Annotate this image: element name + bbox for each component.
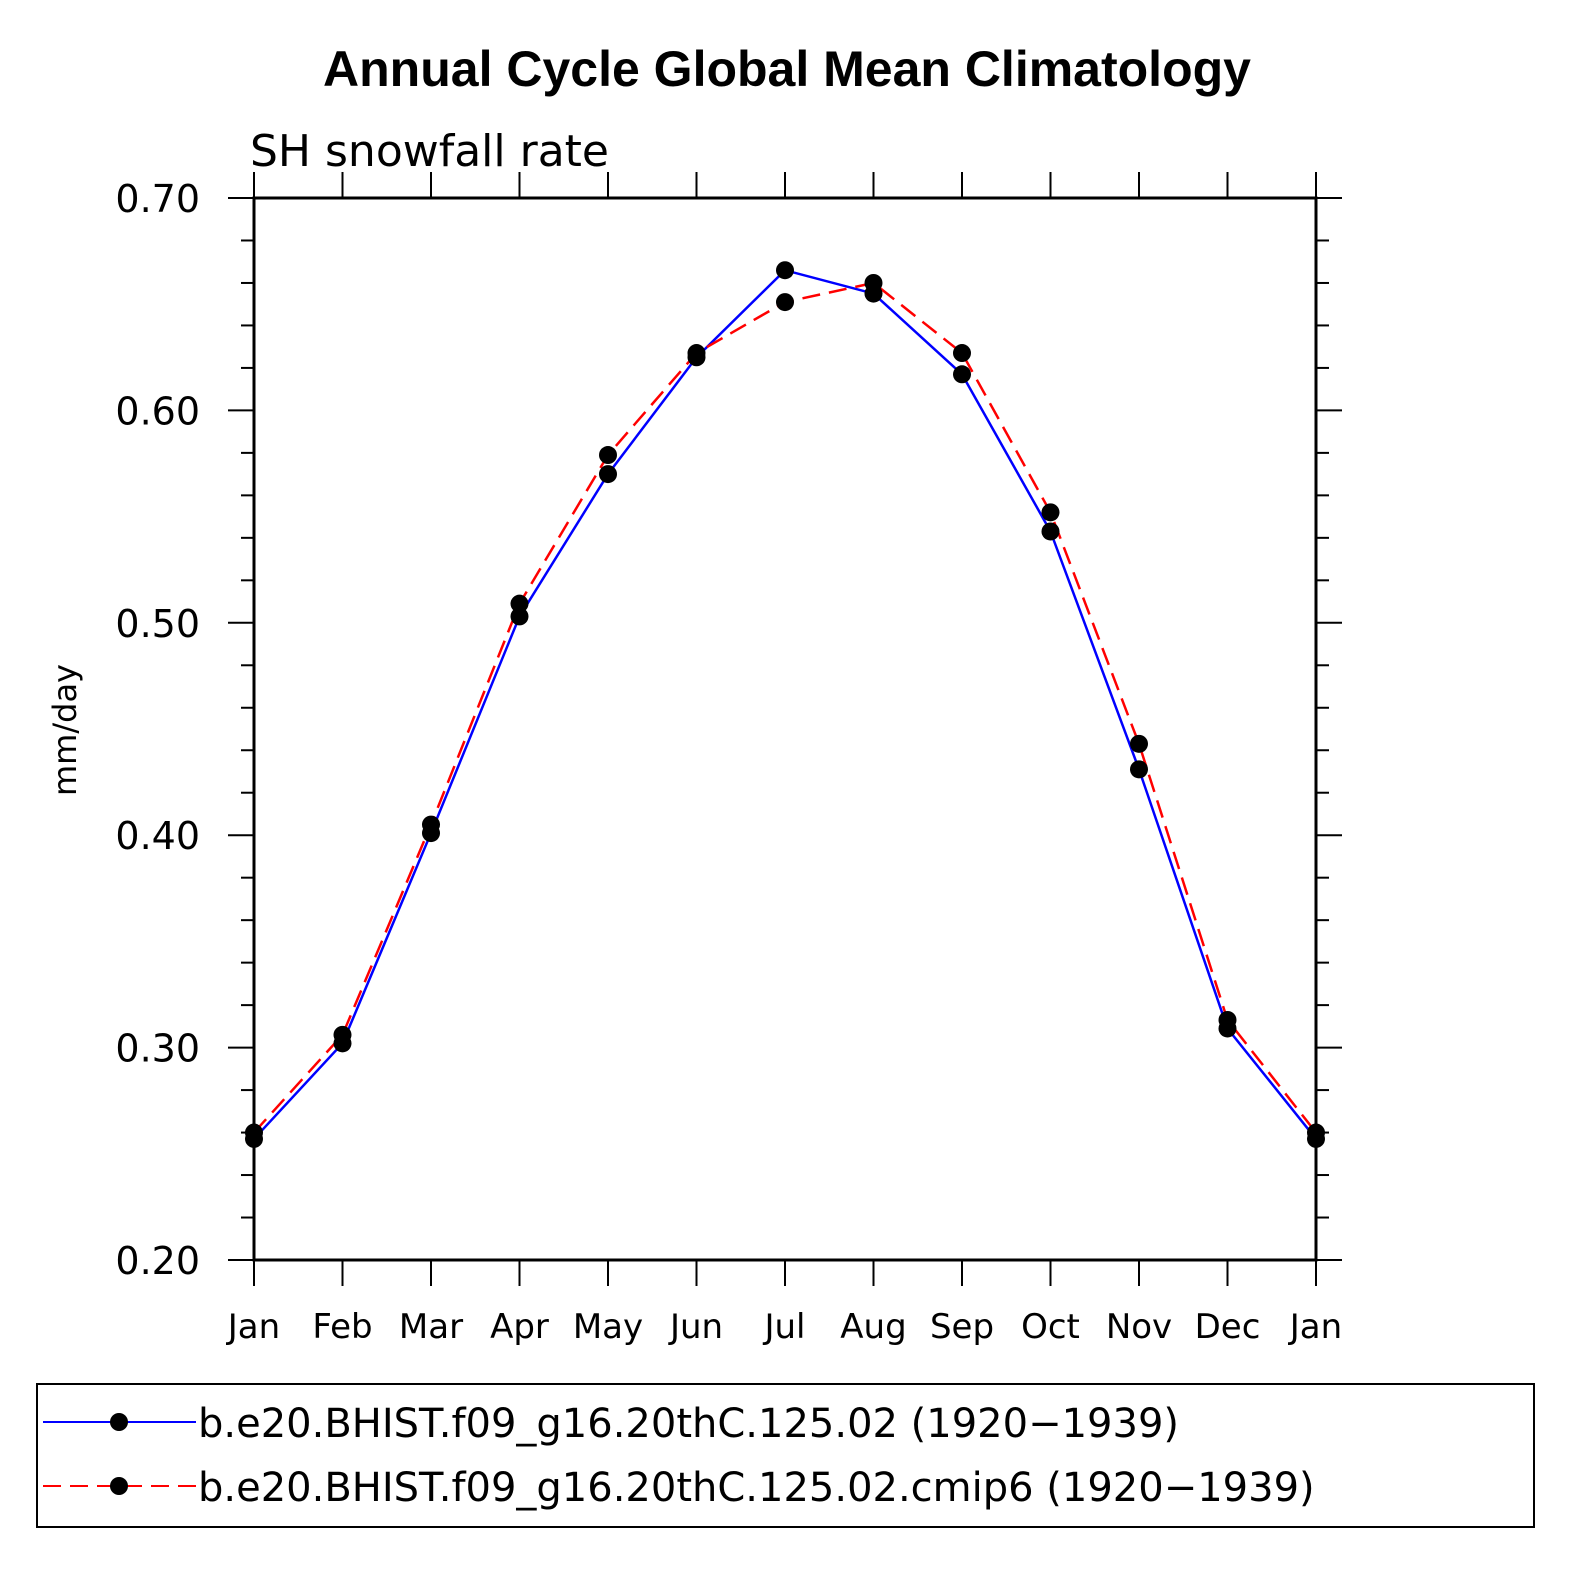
y-tick-label: 0.40 [115,814,200,858]
legend-label-series-1: b.e20.BHIST.f09_g16.20thC.125.02 (1920−1… [198,1401,1179,1447]
series-line-1 [253,268,1317,1140]
data-point-series-2 [776,293,794,312]
data-point-series-2 [1307,1123,1325,1142]
y-tick-label: 0.70 [115,177,200,221]
x-tick-label: Nov [1106,1307,1172,1347]
data-point-series-2 [333,1025,352,1044]
data-point-series-2 [1130,734,1148,753]
x-tick-label: Mar [399,1307,463,1347]
plot-frame [252,196,1318,1262]
data-point-series-2 [599,446,617,465]
x-tick-label: Oct [1021,1307,1080,1347]
series-line-2 [253,281,1317,1134]
data-point-series-1 [1130,760,1148,779]
chart-title: Annual Cycle Global Mean Climatology [323,41,1251,97]
legend-frame [36,1383,1535,1528]
data-point-series-2 [864,273,883,292]
x-tick-label: Jun [668,1307,723,1347]
x-tick-label: Sep [930,1307,994,1347]
y-tick-label: 0.50 [115,602,200,646]
x-tick-label: Apr [490,1307,549,1347]
y-tick-label: 0.20 [115,1239,200,1283]
data-point-series-1 [953,365,971,384]
x-tick-labels: Jan Feb Mar Apr May Jun Jul Aug Sep Oct Nov Dec Jan [226,1307,1342,1347]
y-tick-label: 0.60 [115,389,200,433]
y-axis-label: mm/day [46,664,84,796]
x-tick-label: Feb [312,1307,372,1347]
data-point-series-2 [687,344,706,363]
x-tick-label: Jan [226,1307,280,1347]
data-point-series-2 [1218,1010,1237,1029]
chart-subtitle: SH snowfall rate [250,126,609,177]
x-tick-label: Jan [1288,1307,1342,1347]
x-tick-label: Aug [840,1307,906,1347]
data-point-series-2 [422,815,440,834]
legend: b.e20.BHIST.f09_g16.20thC.125.02 (1920−1… [36,1383,1535,1528]
data-point-series-1 [510,607,529,626]
x-tick-label: Dec [1195,1307,1261,1347]
axis-ticks [228,172,1342,1286]
data-point-series-1 [1041,522,1060,541]
x-tick-label: May [573,1307,643,1347]
data-point-series-2 [953,344,971,363]
legend-marker-series-1 [110,1413,128,1431]
series-layer [245,261,1325,1148]
legend-marker-series-2 [110,1477,128,1495]
x-tick-label: Jul [762,1307,805,1347]
legend-label-series-2: b.e20.BHIST.f09_g16.20thC.125.02.cmip6 (… [198,1465,1315,1511]
data-point-series-1 [776,261,794,280]
y-tick-labels: 0.20 0.30 0.40 0.50 0.60 0.70 [115,177,200,1283]
data-point-series-2 [245,1123,263,1142]
data-point-series-2 [510,594,529,613]
y-tick-label: 0.30 [115,1027,200,1071]
data-point-series-2 [1041,503,1060,522]
data-point-series-1 [599,465,617,484]
